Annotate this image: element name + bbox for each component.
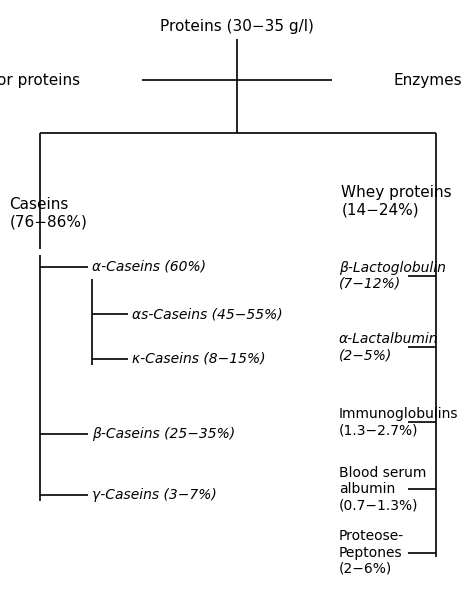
Text: Enzymes: Enzymes xyxy=(393,72,462,88)
Text: Minor proteins: Minor proteins xyxy=(0,72,81,88)
Text: Immunoglobulins
(1.3−2.7%): Immunoglobulins (1.3−2.7%) xyxy=(339,407,458,437)
Text: κ-Caseins (8−15%): κ-Caseins (8−15%) xyxy=(132,352,265,366)
Text: αs-Caseins (45−55%): αs-Caseins (45−55%) xyxy=(132,307,283,321)
Text: α-Caseins (60%): α-Caseins (60%) xyxy=(92,260,207,274)
Text: Proteins (30−35 g/l): Proteins (30−35 g/l) xyxy=(160,19,314,34)
Text: β-Caseins (25−35%): β-Caseins (25−35%) xyxy=(92,427,236,441)
Text: α-Lactalbumin
(2−5%): α-Lactalbumin (2−5%) xyxy=(339,332,438,362)
Text: γ-Caseins (3−7%): γ-Caseins (3−7%) xyxy=(92,488,217,502)
Text: Blood serum
albumin
(0.7−1.3%): Blood serum albumin (0.7−1.3%) xyxy=(339,466,426,512)
Text: Caseins
(76−86%): Caseins (76−86%) xyxy=(9,197,87,229)
Text: β-Lactoglobulin
(7−12%): β-Lactoglobulin (7−12%) xyxy=(339,261,446,291)
Text: Proteose-
Peptones
(2−6%): Proteose- Peptones (2−6%) xyxy=(339,530,404,576)
Text: Whey proteins
(14−24%): Whey proteins (14−24%) xyxy=(341,186,452,218)
